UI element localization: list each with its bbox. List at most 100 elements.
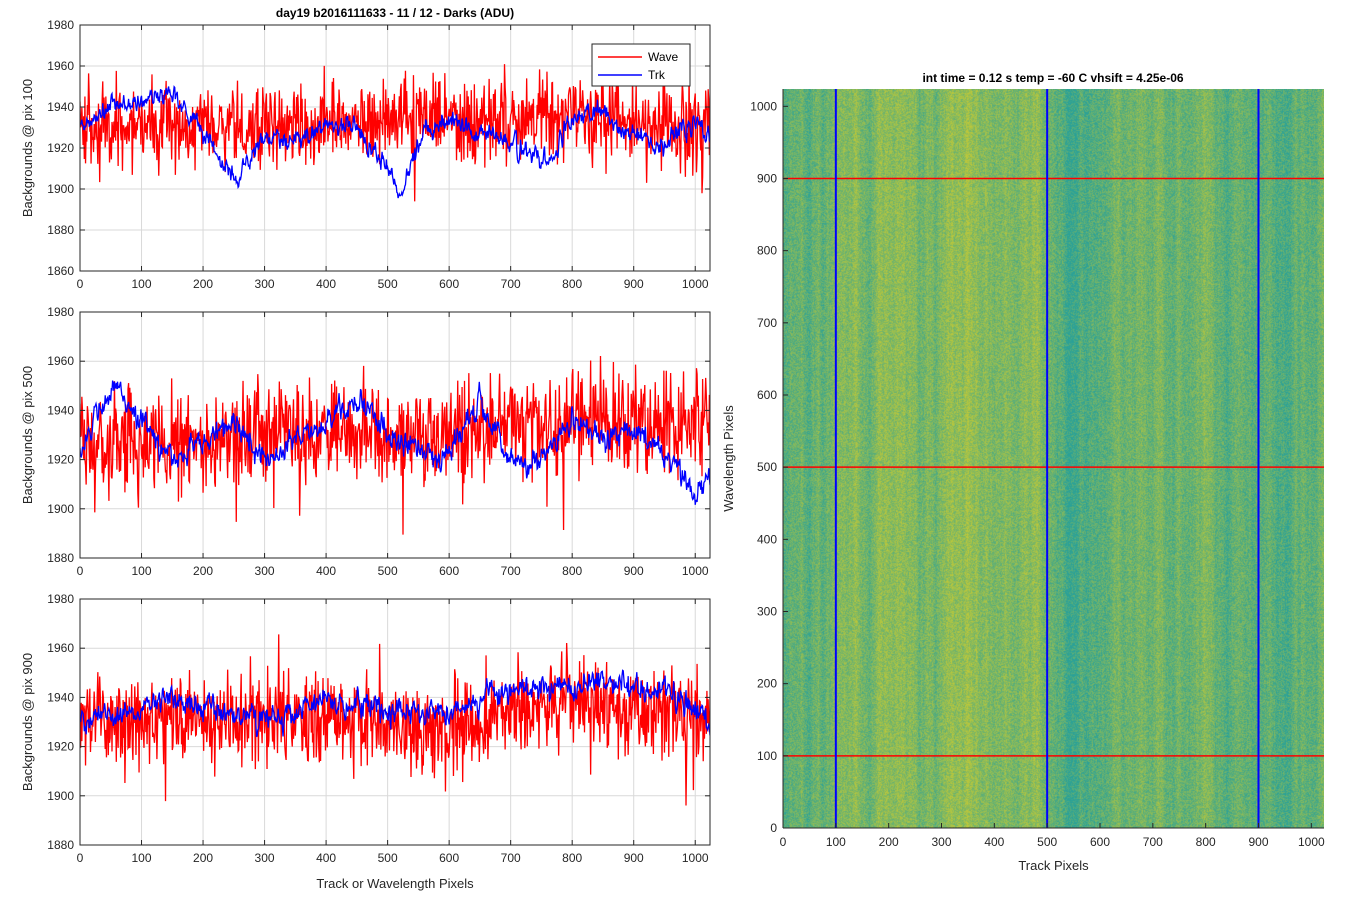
- y-tick-label: 700: [757, 316, 777, 330]
- x-tick-label: 400: [316, 851, 336, 865]
- x-tick-label: 500: [378, 564, 398, 578]
- x-tick-label: 600: [439, 851, 459, 865]
- x-tick-label: 500: [378, 277, 398, 291]
- x-tick-label: 100: [132, 564, 152, 578]
- y-tick-label: 300: [757, 604, 777, 618]
- figure-title: day19 b2016111633 - 11 / 12 - Darks (ADU…: [276, 6, 514, 20]
- x-tick-label: 700: [501, 277, 521, 291]
- series-line-wave: [80, 634, 710, 806]
- y-axis-label: Backgrounds @ pix 900: [20, 653, 35, 791]
- y-tick-label: 1860: [47, 264, 74, 278]
- y-tick-label: 0: [770, 821, 777, 835]
- y-tick-label: 1880: [47, 223, 74, 237]
- x-tick-label: 400: [316, 564, 336, 578]
- y-tick-label: 1940: [47, 690, 74, 704]
- y-tick-label: 1920: [47, 740, 74, 754]
- x-tick-label: 1000: [682, 851, 709, 865]
- y-tick-label: 1900: [47, 502, 74, 516]
- y-tick-label: 600: [757, 388, 777, 402]
- heatmap-image: [783, 89, 1324, 828]
- y-tick-label: 1980: [47, 18, 74, 32]
- x-tick-label: 0: [77, 564, 84, 578]
- x-tick-label: 900: [624, 277, 644, 291]
- y-tick-label: 800: [757, 244, 777, 258]
- y-tick-label: 900: [757, 171, 777, 185]
- x-axis-label: Track or Wavelength Pixels: [316, 876, 474, 891]
- axes-frame: [79, 598, 711, 846]
- axes-pix-500: 0 100 200 300 400 500 600 700 800 900 1000 1880 1900…: [20, 305, 711, 578]
- series-line-trk: [80, 669, 710, 738]
- x-tick-label: 300: [255, 277, 275, 291]
- x-axis-label: Track Pixels: [1018, 858, 1089, 873]
- x-tick-label: 100: [826, 835, 846, 849]
- axes-pix-900: 0 100 200 300 400 500 600 700 800 900 1000 1880 1900…: [20, 592, 711, 891]
- x-tick-label: 900: [624, 851, 644, 865]
- x-tick-label: 300: [931, 835, 951, 849]
- x-tick-label: 0: [77, 851, 84, 865]
- x-tick-label: 200: [879, 835, 899, 849]
- legend-box: [591, 43, 691, 87]
- y-axis-label: Backgrounds @ pix 100: [20, 79, 35, 217]
- x-tick-label: 1000: [682, 564, 709, 578]
- x-tick-label: 700: [1143, 835, 1163, 849]
- y-tick-label: 1920: [47, 453, 74, 467]
- series-line-wave: [80, 64, 710, 202]
- y-tick-label: 400: [757, 532, 777, 546]
- y-axis-label: Wavelength Pixels: [721, 405, 736, 512]
- y-tick-label: 100: [757, 749, 777, 763]
- series-line-trk: [80, 380, 710, 505]
- y-tick-label: 1000: [750, 99, 777, 113]
- y-tick-label: 1900: [47, 182, 74, 196]
- x-tick-label: 700: [501, 564, 521, 578]
- series-line-trk: [80, 85, 710, 199]
- axes-pix-100: 0 100 200 300 400 500 600 700 800 900 1000 1860 1880…: [20, 18, 711, 291]
- x-tick-label: 600: [439, 564, 459, 578]
- y-tick-label: 200: [757, 677, 777, 691]
- x-tick-label: 1000: [1298, 835, 1325, 849]
- x-tick-label: 300: [255, 851, 275, 865]
- legend: Wave Trk: [591, 43, 691, 87]
- x-tick-label: 500: [1037, 835, 1057, 849]
- x-tick-label: 100: [132, 277, 152, 291]
- y-tick-label: 1940: [47, 403, 74, 417]
- x-tick-label: 900: [1248, 835, 1268, 849]
- x-tick-label: 400: [316, 277, 336, 291]
- x-tick-label: 400: [984, 835, 1004, 849]
- x-tick-label: 800: [1196, 835, 1216, 849]
- y-tick-label: 1880: [47, 551, 74, 565]
- y-tick-label: 1900: [47, 789, 74, 803]
- x-tick-label: 200: [193, 851, 213, 865]
- y-tick-label: 1980: [47, 305, 74, 319]
- y-tick-label: 1920: [47, 141, 74, 155]
- legend-label-wave: Wave: [648, 50, 679, 64]
- x-tick-label: 500: [378, 851, 398, 865]
- x-tick-label: 800: [562, 564, 582, 578]
- x-tick-label: 800: [562, 851, 582, 865]
- axes-heatmap: int time = 0.12 s temp = -60 C vhsift = …: [721, 71, 1325, 873]
- x-tick-label: 800: [562, 277, 582, 291]
- legend-label-trk: Trk: [648, 68, 666, 82]
- y-axis-label: Backgrounds @ pix 500: [20, 366, 35, 504]
- x-tick-label: 600: [1090, 835, 1110, 849]
- x-tick-label: 1000: [682, 277, 709, 291]
- x-tick-label: 200: [193, 564, 213, 578]
- x-tick-label: 700: [501, 851, 521, 865]
- x-tick-label: 200: [193, 277, 213, 291]
- x-tick-label: 300: [255, 564, 275, 578]
- y-tick-label: 1980: [47, 592, 74, 606]
- x-tick-label: 600: [439, 277, 459, 291]
- y-tick-label: 1960: [47, 354, 74, 368]
- y-tick-label: 1940: [47, 100, 74, 114]
- y-tick-label: 1960: [47, 641, 74, 655]
- series-line-wave: [80, 355, 710, 535]
- y-tick-label: 1880: [47, 838, 74, 852]
- y-tick-label: 1960: [47, 59, 74, 73]
- x-tick-label: 0: [77, 277, 84, 291]
- axes-frame: [79, 311, 711, 559]
- y-tick-label: 500: [757, 460, 777, 474]
- x-tick-label: 900: [624, 564, 644, 578]
- heatmap-title: int time = 0.12 s temp = -60 C vhsift = …: [922, 71, 1183, 85]
- x-tick-label: 0: [780, 835, 787, 849]
- x-tick-label: 100: [132, 851, 152, 865]
